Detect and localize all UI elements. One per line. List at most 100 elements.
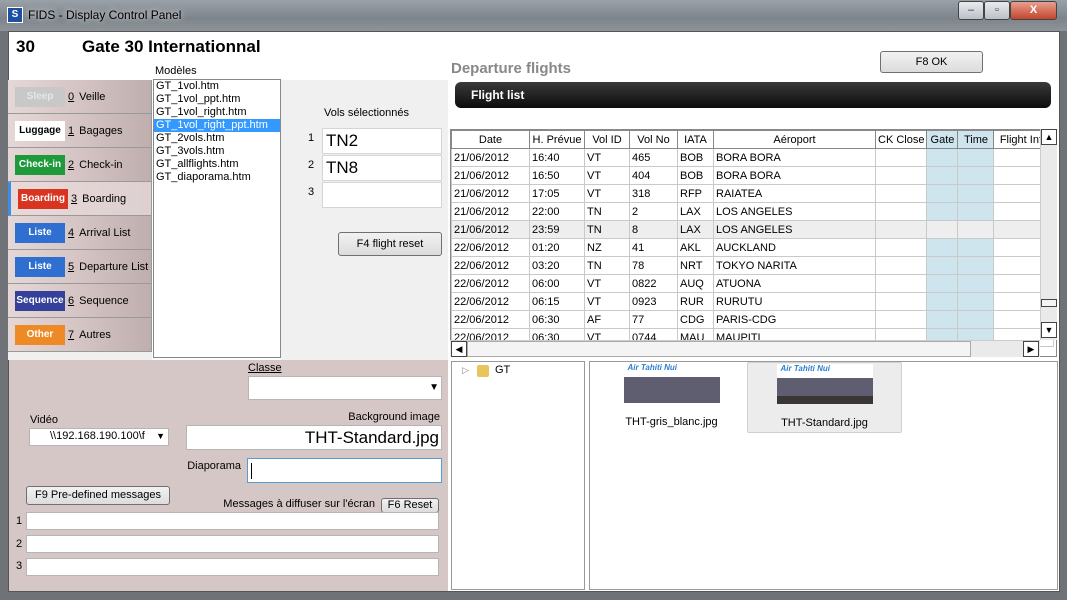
maximize-button[interactable]: ▫: [984, 1, 1010, 20]
expand-arrow-icon[interactable]: ▷: [462, 365, 469, 375]
table-row[interactable]: 22/06/2012 03:20 TN 78 NRT TOKYO NARITA: [451, 256, 1055, 275]
luggage-icon: Luggage: [15, 120, 65, 141]
table-row[interactable]: 21/06/2012 16:50 VT 404 BOB BORA BORA: [451, 166, 1055, 185]
sidebar-item-sequence[interactable]: Sequence 6 Sequence: [8, 284, 152, 318]
sidebar-item-arrival-list[interactable]: Liste 4 Arrival List: [8, 216, 152, 250]
scroll-left-arrow-icon[interactable]: ◀: [451, 341, 467, 357]
classe-select[interactable]: ▼: [248, 376, 442, 400]
table-row[interactable]: 21/06/2012 23:59 TN 8 LAX LOS ANGELES: [451, 220, 1055, 239]
table-row[interactable]: 22/06/2012 06:30 AF 77 CDG PARIS-CDG: [451, 310, 1055, 329]
scroll-down-arrow-icon[interactable]: ▼: [1041, 322, 1057, 338]
table-cell: [957, 166, 995, 185]
f8-ok-button[interactable]: F8 OK: [880, 51, 983, 73]
background-image-label: Background image: [348, 411, 440, 423]
display-settings-panel: Classe ▼ Vidéo \\192.168.190.100\f ▼ Bac…: [9, 360, 448, 591]
table-cell: AUQ: [677, 274, 714, 293]
vol-input-1[interactable]: TN2: [322, 128, 442, 154]
diaporama-field[interactable]: [247, 458, 442, 483]
table-cell: 404: [629, 166, 678, 185]
modele-item[interactable]: GT_1vol_right_ppt.htm: [154, 119, 280, 132]
column-header[interactable]: Date: [451, 130, 530, 149]
scroll-right-arrow-icon[interactable]: ▶: [1023, 341, 1039, 357]
folder-label[interactable]: GT: [495, 364, 511, 376]
table-cell: [957, 292, 995, 311]
sidebar-item-autres[interactable]: Other 7 Autres: [8, 318, 152, 352]
table-cell: 0822: [629, 274, 678, 293]
f6-reset-button[interactable]: F6 Reset: [381, 498, 439, 513]
hotkey: 0: [68, 90, 75, 103]
table-cell: [874, 310, 928, 329]
horizontal-scrollbar[interactable]: ◀ ▶: [450, 340, 1040, 357]
table-cell: 2: [629, 202, 678, 221]
hotkey: 6: [68, 294, 75, 307]
flight-grid[interactable]: Date H. Prévue Vol ID Vol No IATA Aéroport CK …: [450, 129, 1057, 357]
sidebar-item-boarding[interactable]: Boarding 3 Boarding: [8, 182, 152, 216]
thumbnail-item[interactable]: Air Tahiti Nui THT-gris_blanc.jpg: [594, 362, 749, 433]
table-row[interactable]: 21/06/2012 17:05 VT 318 RFP RAIATEA: [451, 184, 1055, 203]
modele-item[interactable]: GT_1vol_ppt.htm: [156, 93, 241, 105]
table-row[interactable]: 22/06/2012 01:20 NZ 41 AKL AUCKLAND: [451, 238, 1055, 257]
table-cell: [957, 202, 995, 221]
modele-item[interactable]: GT_3vols.htm: [156, 145, 225, 157]
close-button[interactable]: X: [1010, 1, 1057, 20]
predefined-messages-button[interactable]: F9 Pre-defined messages: [26, 486, 170, 505]
scroll-up-arrow-icon[interactable]: ▲: [1041, 129, 1057, 145]
flight-reset-button[interactable]: F4 flight reset: [338, 232, 442, 256]
sidebar-item-departure-list[interactable]: Liste 5 Departure List: [8, 250, 152, 284]
table-cell: [874, 166, 928, 185]
folder-tree[interactable]: ▷ GT: [451, 361, 585, 590]
table-cell: AF: [584, 310, 630, 329]
vertical-scrollbar[interactable]: ▲ ▼: [1040, 129, 1057, 340]
vol-input-2[interactable]: TN8: [322, 155, 442, 181]
classe-label: Classe: [248, 362, 282, 374]
column-header[interactable]: Vol ID: [584, 130, 630, 149]
modeles-list[interactable]: GT_1vol.htm GT_1vol_ppt.htm GT_1vol_right.…: [153, 79, 281, 358]
column-header[interactable]: Vol No: [629, 130, 678, 149]
boarding-icon: Boarding: [18, 188, 68, 209]
sidebar-item-label: Boarding: [82, 192, 127, 205]
airline-logo: Air Tahiti Nui: [623, 363, 720, 377]
hotkey: 2: [68, 158, 75, 171]
background-image-field[interactable]: THT-Standard.jpg: [186, 425, 442, 450]
column-header[interactable]: IATA: [677, 130, 714, 149]
message-input-2[interactable]: [26, 535, 439, 553]
horizontal-scroll-thumb[interactable]: [467, 341, 971, 357]
sidebar-item-veille[interactable]: Sleep 0 Veille: [8, 80, 152, 114]
column-header[interactable]: Time: [957, 130, 995, 149]
table-cell: 17:05: [529, 184, 585, 203]
modele-item[interactable]: GT_1vol_right.htm: [156, 106, 247, 118]
column-header[interactable]: H. Prévue: [529, 130, 585, 149]
scroll-thumb[interactable]: [1041, 299, 1057, 307]
table-cell: AUCKLAND: [713, 238, 876, 257]
vol-input-3[interactable]: [322, 182, 442, 208]
modele-item[interactable]: GT_1vol.htm: [156, 80, 219, 92]
sidebar-item-label: Departure List: [79, 260, 149, 273]
message-input-3[interactable]: [26, 558, 439, 576]
table-cell: BOB: [677, 166, 714, 185]
column-header[interactable]: Aéroport: [713, 130, 876, 149]
message-input-1[interactable]: [26, 512, 439, 530]
minimize-button[interactable]: –: [958, 1, 984, 20]
table-cell: 22/06/2012: [451, 274, 530, 293]
table-cell: [926, 202, 959, 221]
table-cell: TOKYO NARITA: [713, 256, 876, 275]
table-row[interactable]: 22/06/2012 06:15 VT 0923 RUR RURUTU: [451, 292, 1055, 311]
modele-item[interactable]: GT_2vols.htm: [156, 132, 225, 144]
column-header[interactable]: Gate: [926, 130, 959, 149]
sidebar-item-check-in[interactable]: Check-in 2 Check-in: [8, 148, 152, 182]
table-cell: AKL: [677, 238, 714, 257]
thumbnail-item-selected[interactable]: Air Tahiti Nui THT-Standard.jpg: [747, 362, 902, 433]
table-cell: VT: [584, 292, 630, 311]
modele-item[interactable]: GT_allflights.htm: [156, 158, 239, 170]
table-row[interactable]: 21/06/2012 16:40 VT 465 BOB BORA BORA: [451, 148, 1055, 167]
modele-item[interactable]: GT_diaporama.htm: [156, 171, 251, 183]
video-select[interactable]: \\192.168.190.100\f ▼: [29, 428, 169, 446]
thumbnail-image: Air Tahiti Nui: [776, 364, 873, 404]
sidebar-item-bagages[interactable]: Luggage 1 Bagages: [8, 114, 152, 148]
table-row[interactable]: 22/06/2012 06:00 VT 0822 AUQ ATUONA: [451, 274, 1055, 293]
hotkey: 4: [68, 226, 75, 239]
chevron-down-icon: ▼: [154, 431, 167, 441]
sidebar-item-label: Veille: [79, 90, 106, 103]
table-row[interactable]: 21/06/2012 22:00 TN 2 LAX LOS ANGELES: [451, 202, 1055, 221]
column-header[interactable]: CK Close: [874, 130, 928, 149]
